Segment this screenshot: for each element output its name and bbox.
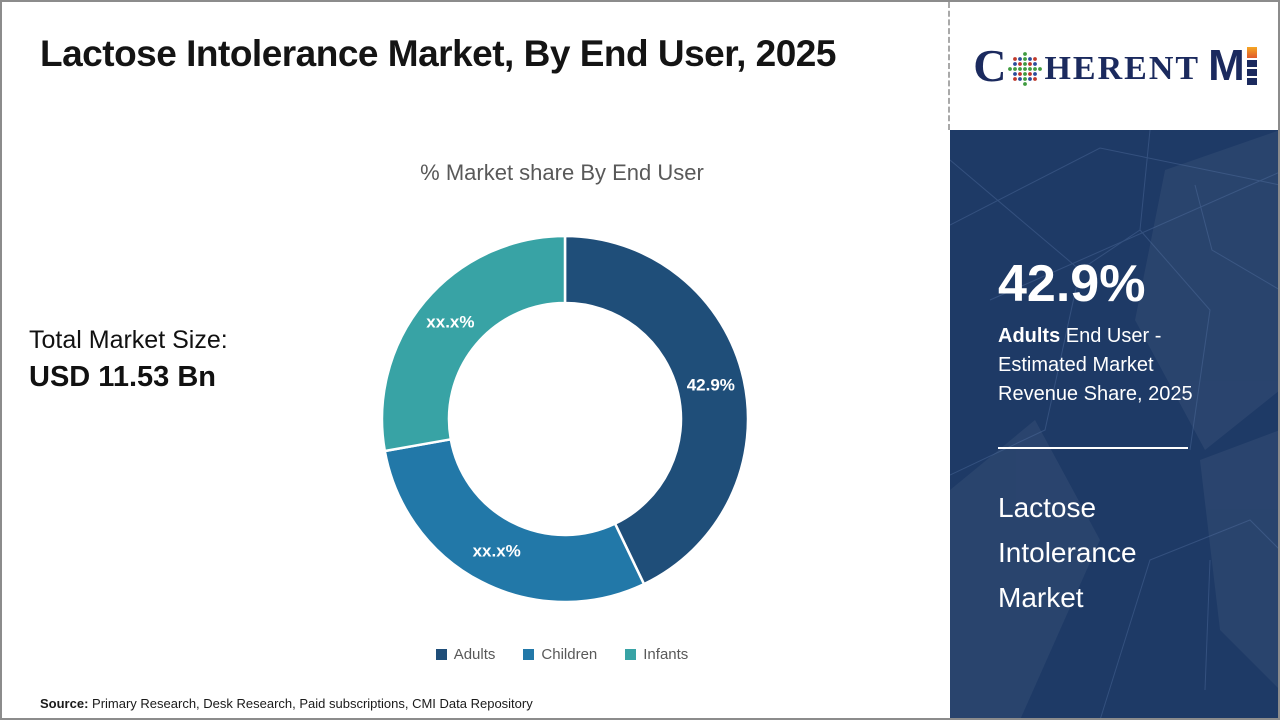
total-market-size-value: USD 11.53 Bn — [29, 361, 216, 393]
logo-letter-m: M — [1208, 41, 1245, 90]
donut-slice-children — [383, 437, 646, 604]
highlight-description: Adults End User - Estimated Market Reven… — [998, 322, 1223, 409]
logo-i-segment — [1246, 78, 1257, 85]
logo-i-segment — [1246, 69, 1257, 76]
highlight-sidebar: 42.9% Adults End User - Estimated Market… — [950, 130, 1278, 718]
sidebar-market-name: Lactose Intolerance Market — [998, 492, 1137, 613]
legend-item-children: Children — [523, 646, 597, 663]
legend-label: Infants — [643, 646, 689, 663]
legend-swatch-icon — [435, 649, 447, 660]
legend-swatch-icon — [625, 649, 637, 660]
source-label: Source: — [40, 696, 89, 711]
coherentmi-logo: C HERENT M — [973, 40, 1257, 91]
chart-legend: Adults Children Infants — [312, 646, 812, 663]
donut-slice-label: xx.x% — [426, 312, 474, 331]
donut-slice-infants — [380, 234, 567, 453]
source-text: Primary Research, Desk Research, Paid su… — [88, 696, 533, 711]
highlight-description-rest: End User - Estimated Market Revenue Shar… — [998, 325, 1193, 405]
logo-area: C HERENT M — [950, 2, 1278, 130]
donut-slice-label: 42.9% — [687, 375, 735, 394]
total-market-size-label: Total Market Size: — [29, 326, 228, 354]
dotted-globe-icon — [1008, 52, 1043, 86]
logo-i-segment — [1246, 60, 1257, 67]
world-map-texture — [950, 130, 1278, 718]
legend-item-adults: Adults — [435, 646, 496, 663]
highlight-segment-name: Adults — [998, 325, 1061, 347]
legend-swatch-icon — [523, 649, 535, 660]
chart-title: % Market share By End User — [420, 160, 704, 185]
highlight-percent: 42.9% — [998, 255, 1146, 313]
logo-letter-c: C — [973, 40, 1007, 91]
donut-chart: 42.9% xx.x% xx.x% — [380, 234, 750, 604]
sidebar-divider-line — [998, 447, 1188, 449]
dashed-divider — [948, 2, 951, 130]
logo-i-orange-cap — [1246, 47, 1257, 58]
source-line: Source: Primary Research, Desk Research,… — [40, 696, 533, 711]
total-market-size-block: Total Market Size: USD 11.53 Bn — [29, 326, 228, 394]
legend-item-infants: Infants — [625, 646, 688, 663]
logo-letter-i-bar — [1246, 47, 1257, 87]
legend-label: Adults — [453, 646, 496, 663]
donut-slice-adults — [563, 234, 750, 586]
legend-label: Children — [541, 646, 598, 663]
logo-letters-herent: HERENT — [1044, 50, 1201, 87]
page-title: Lactose Intolerance Market, By End User,… — [40, 33, 836, 74]
donut-slice-label: xx.x% — [473, 541, 521, 560]
